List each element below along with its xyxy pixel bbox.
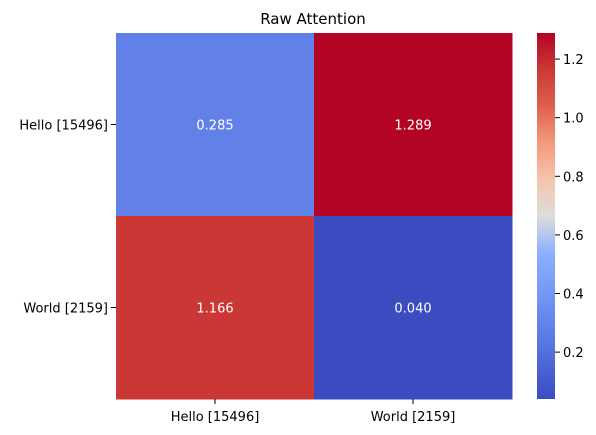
x-tick-label: World [2159]	[371, 410, 456, 425]
colorbar-tick-label: 1.2	[563, 53, 584, 68]
x-axis: Hello [15496] World [2159]	[171, 399, 456, 425]
cell-value-label: 0.040	[394, 302, 431, 317]
heatmap-cell	[314, 33, 513, 217]
heatmap-cells: 0.285 1.289 1.166 0.040	[116, 33, 513, 400]
colorbar-tick-label: 0.6	[563, 229, 584, 244]
colorbar-tick-label: 0.2	[563, 346, 584, 361]
y-tick-label: Hello [15496]	[19, 119, 108, 134]
y-tick-label: World [2159]	[23, 302, 108, 317]
x-tick-label: Hello [15496]	[171, 410, 260, 425]
heatmap-cell	[116, 216, 315, 400]
cell-value-label: 1.166	[196, 302, 233, 317]
cell-value-label: 1.289	[394, 119, 431, 134]
chart-title: Raw Attention	[260, 10, 366, 28]
y-axis: Hello [15496] World [2159]	[19, 119, 116, 317]
colorbar-tick-label: 0.4	[563, 288, 584, 303]
heatmap-cell	[314, 216, 513, 400]
colorbar-gradient	[537, 33, 555, 399]
colorbar: 0.2 0.4 0.6 0.8 1.0 1.2	[537, 33, 584, 399]
colorbar-tick-label: 0.8	[563, 170, 584, 185]
cell-value-label: 0.285	[196, 119, 233, 134]
colorbar-tick-label: 1.0	[563, 112, 584, 127]
heatmap-cell	[116, 33, 315, 217]
